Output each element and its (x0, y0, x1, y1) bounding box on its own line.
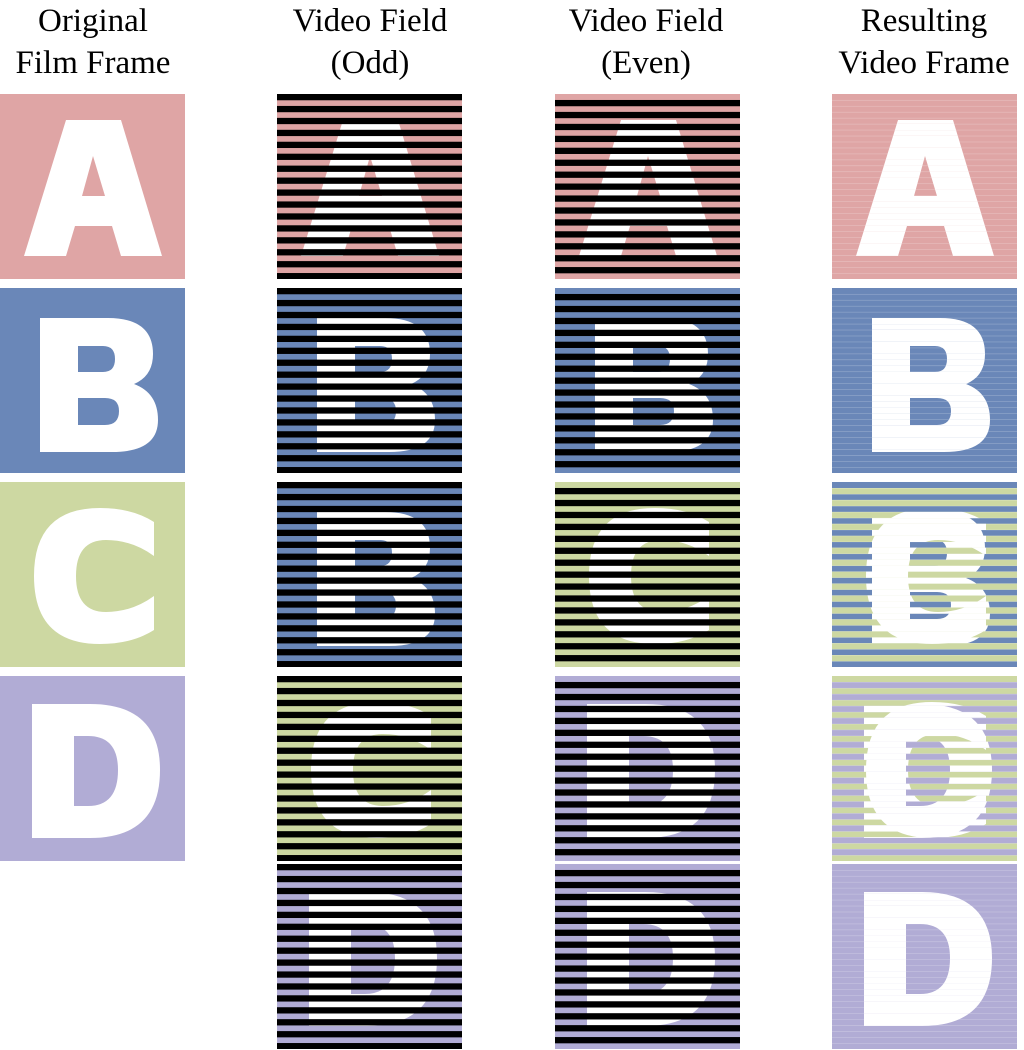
title-result: Resulting Video Frame (814, 0, 1024, 84)
odd-frame-5 (277, 864, 462, 1049)
scanline-mask (555, 99, 740, 274)
letter-c-glyph (34, 508, 154, 644)
title-line: (Odd) (330, 45, 410, 81)
letter-a-glyph (24, 120, 162, 256)
scanline-hairlines (832, 869, 1017, 1044)
scanline-mask (555, 869, 740, 1044)
scanline-mask (277, 94, 462, 279)
result-frame-2 (832, 288, 1017, 473)
even-frame-4 (555, 676, 740, 861)
result-frame-3 (832, 482, 1017, 667)
odd-frame-4 (277, 676, 462, 861)
title-film: Original Film Frame (0, 0, 203, 84)
odd-frame-1 (277, 94, 462, 279)
result-frame-4 (832, 676, 1017, 861)
title-odd: Video Field (Odd) (260, 0, 480, 84)
letter-d-glyph (32, 704, 160, 838)
title-line: (Even) (601, 45, 691, 81)
film-frame-1 (0, 94, 185, 279)
even-frame-3 (555, 482, 740, 667)
title-line: Resulting (860, 3, 988, 39)
result-frame-1 (832, 94, 1017, 279)
title-line: Original (38, 3, 148, 39)
film-frame-3 (0, 482, 185, 667)
scanline-mask (277, 482, 462, 667)
title-line: Video Frame (838, 45, 1010, 81)
scanline-mask (555, 293, 740, 468)
scanline-hairlines (832, 293, 1017, 468)
title-line: Film Frame (15, 45, 171, 81)
scanline-hairlines (832, 487, 1017, 662)
title-line: Video Field (568, 3, 724, 39)
scanline-mask (277, 864, 462, 1049)
scanline-mask (555, 487, 740, 662)
scanline-mask (277, 288, 462, 473)
scanline-mask (277, 676, 462, 861)
scanline-hairlines (832, 681, 1017, 856)
title-even: Video Field (Even) (536, 0, 756, 84)
odd-frame-2 (277, 288, 462, 473)
title-line: Video Field (292, 3, 448, 39)
odd-frame-3 (277, 482, 462, 667)
film-frame-2 (0, 288, 185, 473)
scanline-hairlines (832, 99, 1017, 274)
even-frame-2 (555, 288, 740, 473)
letter-b-glyph (40, 318, 158, 452)
scanline-mask (555, 681, 740, 856)
even-frame-1 (555, 94, 740, 279)
even-frame-5 (555, 864, 740, 1049)
film-frame-4 (0, 676, 185, 861)
result-frame-5 (832, 864, 1017, 1049)
